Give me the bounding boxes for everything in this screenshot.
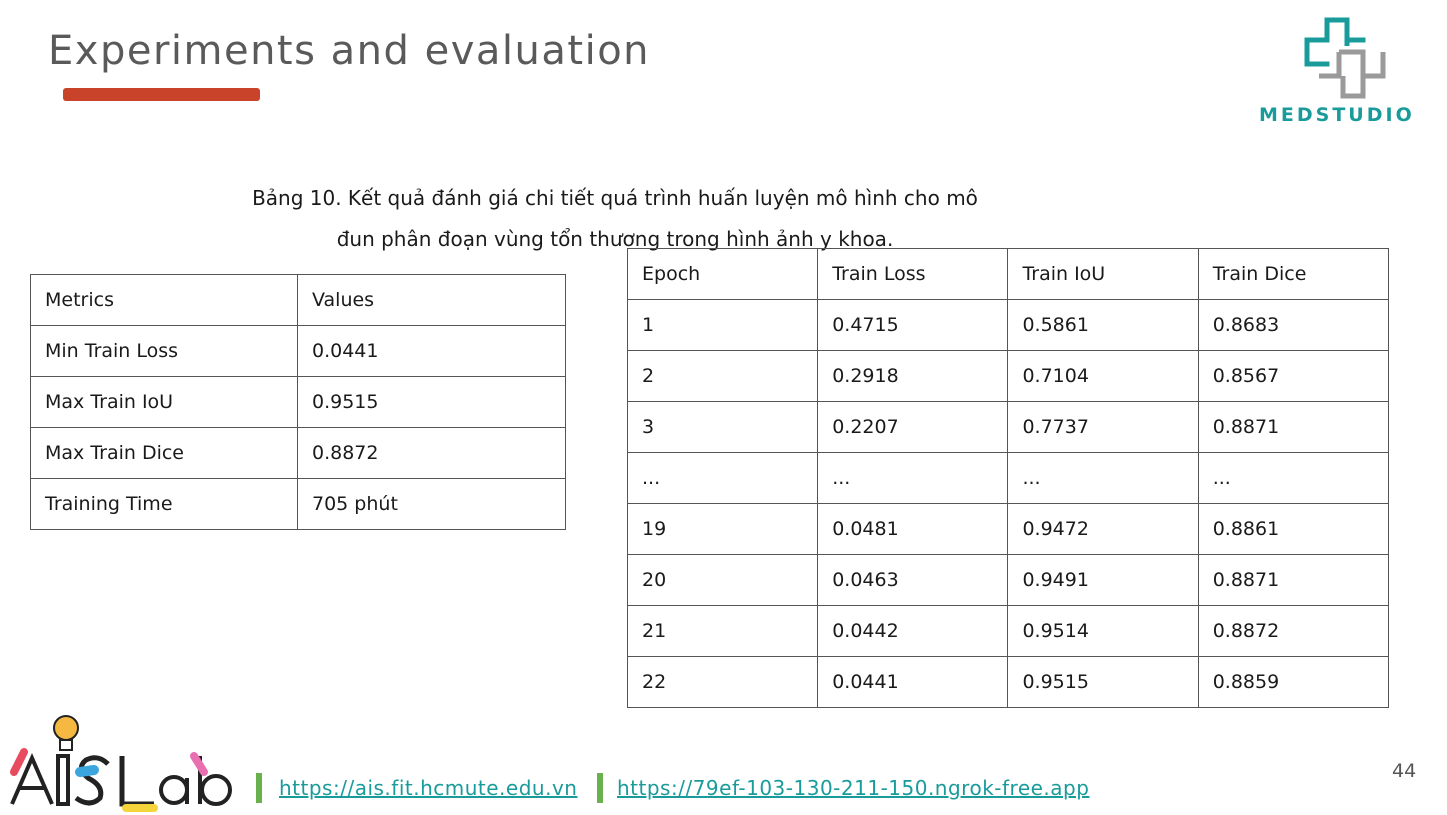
table-cell: ...: [1197, 452, 1390, 504]
table-cell: 0.9472: [1007, 503, 1199, 555]
caption-line-1: Bảng 10. Kết quả đánh giá chi tiết quá t…: [252, 186, 978, 210]
table-cell: 0.5861: [1007, 299, 1199, 351]
table-cell: 0.0441: [817, 656, 1009, 708]
table-cell: 0.0463: [817, 554, 1009, 606]
table-row: Training Time 705 phút: [30, 478, 566, 530]
table-header-row: Metrics Values: [30, 274, 566, 326]
table-caption: Bảng 10. Kết quả đánh giá chi tiết quá t…: [160, 178, 1070, 260]
table-row: Max Train IoU 0.9515: [30, 376, 566, 428]
table-cell: 0.4715: [817, 299, 1009, 351]
table-cell: 0.0481: [817, 503, 1009, 555]
table-cell: 21: [626, 605, 819, 657]
table-header-cell: Train Loss: [817, 248, 1009, 300]
table-header-cell: Epoch: [626, 248, 819, 300]
table-row: Min Train Loss 0.0441: [30, 325, 566, 377]
page-number: 44: [1392, 760, 1417, 782]
table-cell: 0.8861: [1197, 503, 1390, 555]
table-header-cell: Values: [297, 274, 566, 326]
table-cell: 0.9514: [1007, 605, 1199, 657]
table-header-cell: Metrics: [30, 274, 298, 326]
table-row: 21 0.0442 0.9514 0.8872: [626, 605, 1390, 657]
table-cell: 19: [626, 503, 819, 555]
table-cell: 22: [626, 656, 819, 708]
table-cell: 0.9515: [297, 376, 566, 428]
table-header-cell: Train Dice: [1197, 248, 1390, 300]
footer-link-ngrok[interactable]: https://79ef-103-130-211-150.ngrok-free.…: [617, 776, 1090, 800]
lightbulb-icon: [53, 715, 79, 741]
table-cell: 0.8859: [1197, 656, 1390, 708]
table-cell: 0.9491: [1007, 554, 1199, 606]
medstudio-logo: MEDSTUDIO: [1255, 12, 1440, 127]
table-cell: 0.9515: [1007, 656, 1199, 708]
table-row: Max Train Dice 0.8872: [30, 427, 566, 479]
table-cell: Training Time: [30, 478, 298, 530]
table-cell: Max Train Dice: [30, 427, 298, 479]
table-cell: 0.8871: [1197, 401, 1390, 453]
table-row: ... ... ... ...: [626, 452, 1390, 504]
title-underline-bar: [63, 88, 260, 101]
caption-line-2: đun phân đoạn vùng tổn thương trong hình…: [336, 227, 894, 251]
table-cell: 0.8567: [1197, 350, 1390, 402]
epoch-results-table: Epoch Train Loss Train IoU Train Dice 1 …: [626, 248, 1390, 708]
slide-title: Experiments and evaluation: [48, 28, 651, 74]
table-row: 22 0.0441 0.9515 0.8859: [626, 656, 1390, 708]
table-row: 3 0.2207 0.7737 0.8871: [626, 401, 1390, 453]
table-cell: ...: [626, 452, 819, 504]
table-row: 20 0.0463 0.9491 0.8871: [626, 554, 1390, 606]
table-cell: 3: [626, 401, 819, 453]
table-row: 1 0.4715 0.5861 0.8683: [626, 299, 1390, 351]
table-cell: ...: [1007, 452, 1199, 504]
table-cell: 1: [626, 299, 819, 351]
summary-metrics-table: Metrics Values Min Train Loss 0.0441 Max…: [30, 274, 566, 530]
table-cell: 0.8683: [1197, 299, 1390, 351]
medical-cross-logo-icon: [1304, 17, 1386, 99]
footer-separator: [256, 773, 262, 803]
table-cell: 0.0441: [297, 325, 566, 377]
table-row: 2 0.2918 0.7104 0.8567: [626, 350, 1390, 402]
table-cell: 705 phút: [297, 478, 566, 530]
table-cell: 0.8872: [297, 427, 566, 479]
table-header-row: Epoch Train Loss Train IoU Train Dice: [626, 248, 1390, 300]
medstudio-logo-text: MEDSTUDIO: [1259, 104, 1415, 126]
table-cell: 0.0442: [817, 605, 1009, 657]
table-cell: ...: [817, 452, 1009, 504]
table-cell: 20: [626, 554, 819, 606]
aislab-logo: [10, 715, 232, 812]
footer-link-ais[interactable]: https://ais.fit.hcmute.edu.vn: [279, 776, 578, 800]
table-cell: 0.8872: [1197, 605, 1390, 657]
footer-separator: [597, 773, 603, 803]
table-cell: 0.2918: [817, 350, 1009, 402]
table-cell: 0.7104: [1007, 350, 1199, 402]
table-cell: 0.2207: [817, 401, 1009, 453]
table-header-cell: Train IoU: [1007, 248, 1199, 300]
table-row: 19 0.0481 0.9472 0.8861: [626, 503, 1390, 555]
table-cell: Min Train Loss: [30, 325, 298, 377]
table-cell: 0.7737: [1007, 401, 1199, 453]
table-cell: 2: [626, 350, 819, 402]
table-cell: Max Train IoU: [30, 376, 298, 428]
table-cell: 0.8871: [1197, 554, 1390, 606]
